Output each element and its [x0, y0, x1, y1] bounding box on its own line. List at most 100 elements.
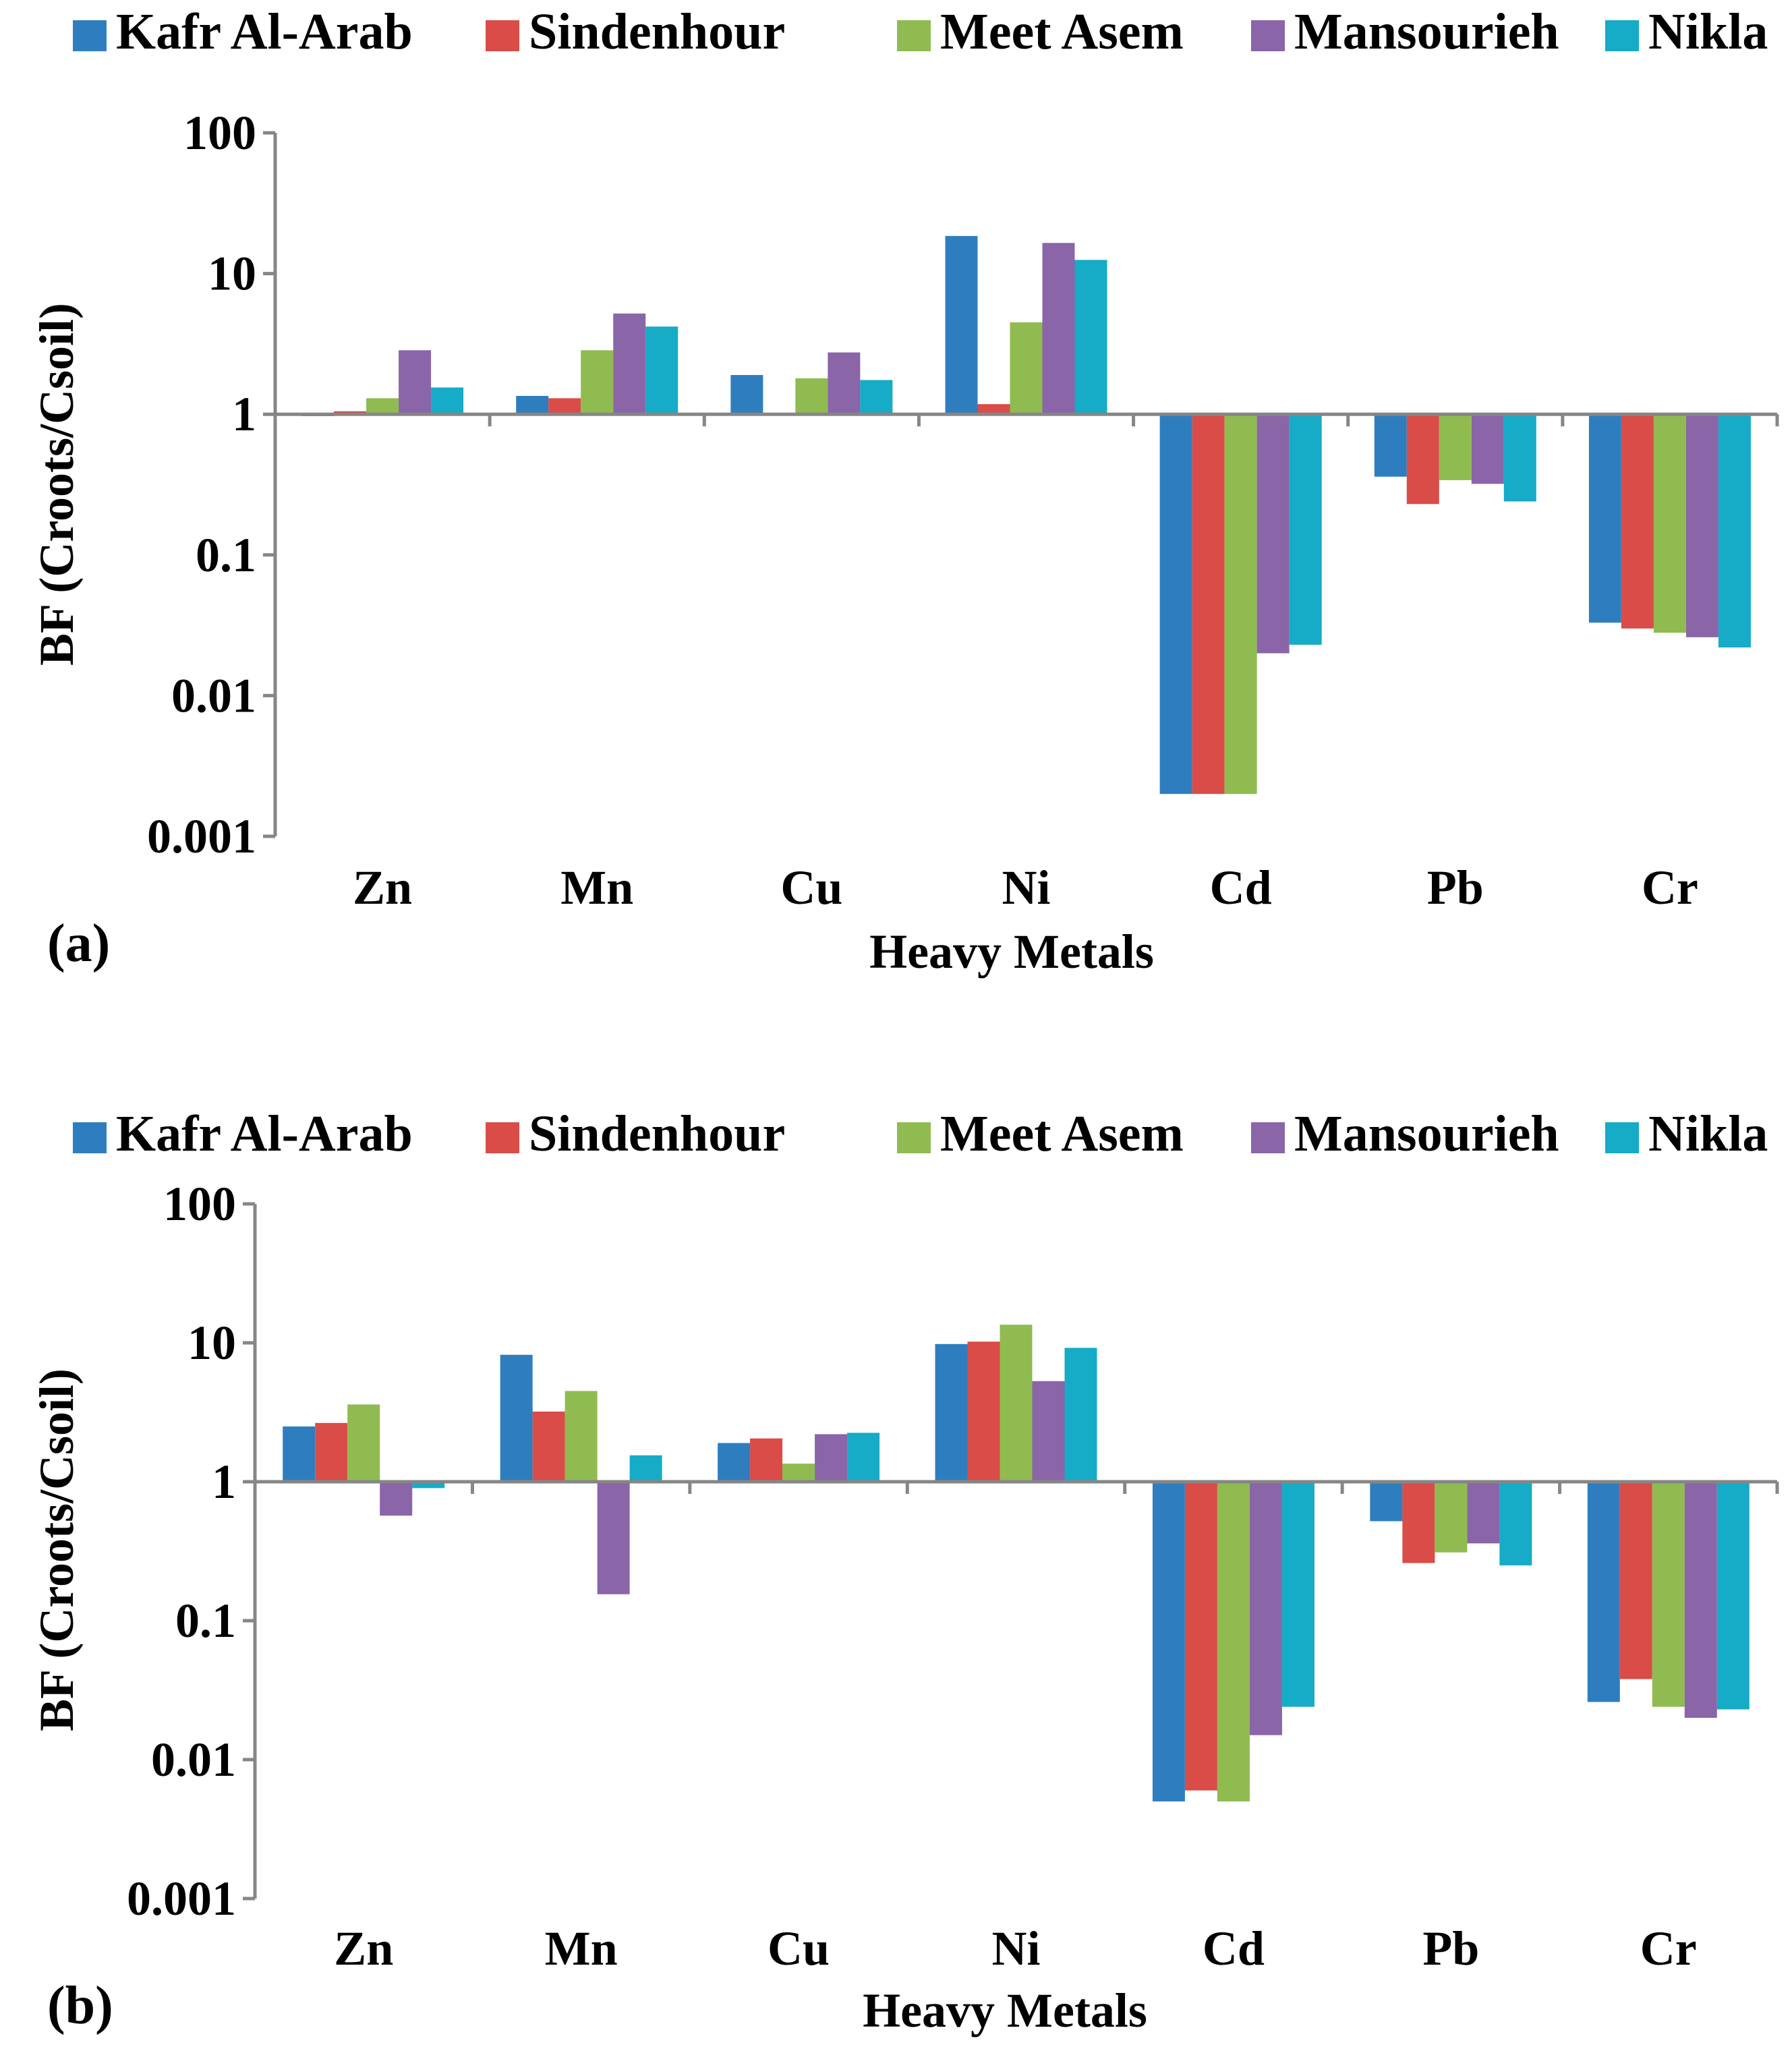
bar-ni-meet-asem	[1000, 1325, 1033, 1482]
bar-pb-kafr-al-arab	[1374, 414, 1407, 477]
legend-swatch-kafr-al-arab	[73, 1122, 107, 1153]
bar-cu-meet-asem	[795, 378, 828, 415]
bar-cd-mansourieh	[1256, 414, 1290, 654]
bar-cd-kafr-al-arab	[1159, 414, 1192, 794]
category-label-zn: Zn	[353, 861, 412, 915]
legend-swatch-sindenhour	[486, 1122, 519, 1153]
y-axis-title: BF (Croots/Csoil)	[30, 303, 84, 666]
category-label-pb: Pb	[1422, 1921, 1479, 1975]
bar-pb-nikla	[1499, 1482, 1532, 1566]
bar-cr-mansourieh	[1685, 414, 1718, 637]
category-label-cr: Cr	[1640, 1921, 1697, 1975]
legend-swatch-nikla	[1605, 1122, 1639, 1153]
y-tick-label: 100	[183, 106, 256, 160]
bar-ni-nikla	[1064, 1348, 1097, 1482]
bar-zn-kafr-al-arab	[283, 1426, 316, 1482]
y-tick-label: 0.01	[171, 668, 256, 722]
y-tick-label: 0.01	[151, 1733, 236, 1787]
bar-cd-sindenhour	[1192, 414, 1225, 794]
legend-label-meet-asem: Meet Asem	[940, 1105, 1184, 1162]
bar-pb-meet-asem	[1439, 414, 1472, 480]
bar-cr-meet-asem	[1652, 1482, 1685, 1707]
legend-swatch-meet-asem	[897, 20, 931, 51]
legend-label-kafr-al-arab: Kafr Al-Arab	[116, 3, 413, 60]
bar-cu-nikla	[860, 380, 893, 415]
bar-cd-mansourieh	[1249, 1482, 1282, 1735]
bar-cu-kafr-al-arab	[730, 375, 763, 415]
bar-cr-sindenhour	[1619, 1482, 1652, 1679]
y-tick-label: 100	[163, 1177, 236, 1231]
bar-mn-meet-asem	[581, 350, 614, 415]
bar-cu-meet-asem	[782, 1464, 815, 1482]
legend-swatch-mansourieh	[1251, 20, 1285, 51]
bar-cu-sindenhour	[750, 1438, 783, 1482]
bar-cd-meet-asem	[1224, 414, 1257, 794]
category-label-ni: Ni	[992, 1921, 1041, 1975]
y-tick-label: 0.1	[196, 528, 256, 582]
legend-swatch-sindenhour	[486, 20, 519, 51]
x-axis-title: Heavy Metals	[869, 925, 1154, 979]
bar-cd-kafr-al-arab	[1152, 1482, 1185, 1802]
chart-panel-a: Kafr Al-Arab Sindenhour Meet Asem Mansourie…	[30, 3, 1779, 979]
legend-label-meet-asem: Meet Asem	[940, 3, 1184, 60]
category-label-mn: Mn	[545, 1921, 618, 1975]
legend-label-nikla: Nikla	[1648, 1105, 1768, 1162]
bar-zn-meet-asem	[366, 398, 399, 415]
bar-cr-kafr-al-arab	[1588, 414, 1621, 623]
panel-label: (b)	[47, 1976, 113, 2035]
legend-label-sindenhour: Sindenhour	[529, 3, 785, 60]
bar-cd-nikla	[1281, 1482, 1314, 1707]
bar-cr-sindenhour	[1621, 414, 1654, 629]
bar-cu-nikla	[847, 1433, 880, 1482]
y-axis-title: BF (Croots/Csoil)	[30, 1368, 84, 1731]
legend-label-kafr-al-arab: Kafr Al-Arab	[116, 1105, 413, 1162]
bar-zn-nikla	[431, 387, 464, 415]
bar-cu-kafr-al-arab	[718, 1443, 751, 1482]
bar-cu-mansourieh	[828, 352, 861, 415]
bar-pb-mansourieh	[1471, 414, 1504, 484]
bar-pb-sindenhour	[1402, 1482, 1435, 1563]
bar-ni-mansourieh	[1032, 1381, 1065, 1482]
category-label-pb: Pb	[1427, 861, 1484, 915]
y-tick-label: 10	[187, 1316, 236, 1370]
bar-pb-mansourieh	[1467, 1482, 1500, 1544]
legend-label-mansourieh: Mansourieh	[1294, 1105, 1559, 1162]
legend-swatch-nikla	[1605, 20, 1639, 51]
bar-cd-meet-asem	[1217, 1482, 1250, 1802]
legend-label-mansourieh: Mansourieh	[1294, 3, 1559, 60]
category-label-cd: Cd	[1203, 1921, 1265, 1975]
bar-ni-kafr-al-arab	[935, 1343, 968, 1482]
category-label-zn: Zn	[334, 1921, 393, 1975]
bar-ni-nikla	[1074, 260, 1107, 415]
bar-mn-mansourieh	[597, 1482, 630, 1594]
bar-zn-mansourieh	[380, 1482, 413, 1516]
bar-cd-sindenhour	[1184, 1482, 1217, 1791]
bar-mn-sindenhour	[548, 398, 581, 415]
category-label-cr: Cr	[1642, 861, 1698, 915]
bar-cr-nikla	[1716, 1482, 1750, 1710]
chart-panel-b: Kafr Al-Arab Sindenhour Meet Asem Mansourie…	[30, 1105, 1779, 2037]
bar-cd-nikla	[1289, 414, 1322, 645]
bar-zn-sindenhour	[315, 1422, 348, 1482]
category-label-cu: Cu	[780, 861, 842, 915]
category-label-cd: Cd	[1210, 861, 1272, 915]
legend-swatch-mansourieh	[1251, 1122, 1285, 1153]
bar-cr-meet-asem	[1653, 414, 1686, 633]
y-tick-label: 1	[232, 387, 256, 441]
y-tick-label: 10	[208, 247, 256, 301]
bar-mn-nikla	[629, 1455, 662, 1482]
category-label-ni: Ni	[1002, 861, 1051, 915]
bar-mn-meet-asem	[565, 1391, 598, 1482]
bar-mn-kafr-al-arab	[516, 396, 549, 415]
bar-zn-nikla	[412, 1482, 445, 1488]
bar-ni-meet-asem	[1010, 322, 1043, 415]
category-label-cu: Cu	[768, 1921, 830, 1975]
y-tick-label: 1	[212, 1455, 236, 1509]
bar-pb-sindenhour	[1406, 414, 1439, 504]
bar-mn-nikla	[645, 326, 678, 415]
y-tick-label: 0.001	[127, 1872, 236, 1926]
y-tick-label: 0.1	[175, 1594, 236, 1648]
legend-swatch-kafr-al-arab	[73, 20, 107, 51]
bar-pb-nikla	[1503, 414, 1536, 502]
